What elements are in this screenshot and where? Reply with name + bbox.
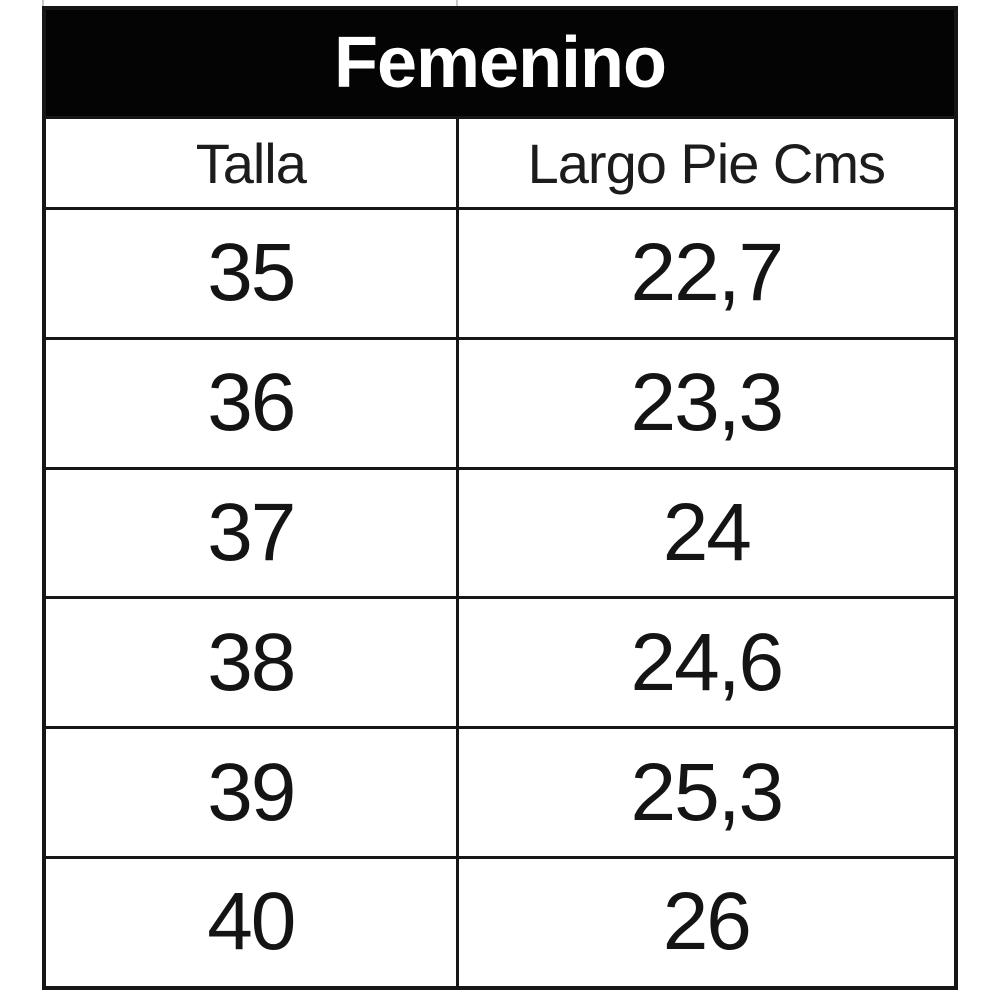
table-row: 38 24,6	[42, 596, 958, 730]
table-title-row: Femenino	[42, 6, 958, 119]
table-row: 39 25,3	[42, 726, 958, 859]
table-row: 37 24	[42, 466, 958, 600]
largo-value: 26	[455, 855, 958, 990]
largo-value: 25,3	[455, 726, 958, 859]
table-row: 40 26	[42, 855, 958, 990]
largo-value: 23,3	[455, 336, 958, 470]
size-chart-table: Femenino Talla Largo Pie Cms 35 22,7 36 …	[42, 6, 958, 990]
column-header-largo-pie-cms: Largo Pie Cms	[455, 116, 958, 210]
gridline-artifact-left	[42, 0, 44, 7]
table-header-row: Talla Largo Pie Cms	[42, 116, 958, 210]
talla-value: 36	[42, 336, 459, 470]
gridline-artifact-middle	[456, 0, 458, 7]
table-title: Femenino	[42, 6, 958, 119]
largo-value: 24,6	[455, 596, 958, 730]
largo-value: 22,7	[455, 207, 958, 340]
talla-value: 39	[42, 726, 459, 859]
table-row: 35 22,7	[42, 207, 958, 340]
table-row: 36 23,3	[42, 336, 958, 470]
talla-value: 35	[42, 207, 459, 340]
largo-value: 24	[455, 466, 958, 600]
talla-value: 37	[42, 466, 459, 600]
column-header-talla: Talla	[42, 116, 459, 210]
talla-value: 40	[42, 855, 459, 990]
talla-value: 38	[42, 596, 459, 730]
